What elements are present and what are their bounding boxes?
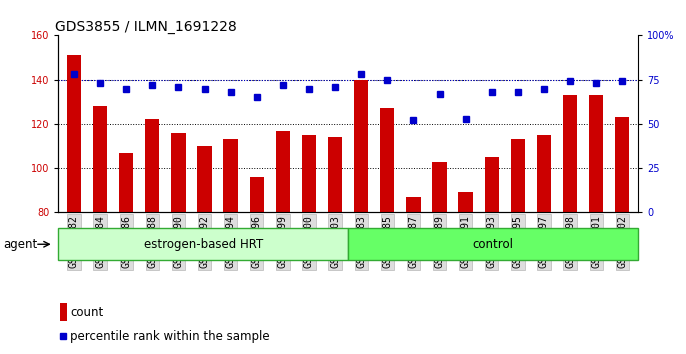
- Text: GDS3855 / ILMN_1691228: GDS3855 / ILMN_1691228: [56, 21, 237, 34]
- Bar: [67, 55, 81, 212]
- Text: estrogen-based HRT: estrogen-based HRT: [143, 238, 263, 251]
- Bar: [224, 139, 238, 212]
- Bar: [563, 95, 578, 212]
- Bar: [589, 95, 604, 212]
- Bar: [302, 135, 316, 212]
- Bar: [510, 139, 525, 212]
- Bar: [60, 303, 67, 321]
- FancyBboxPatch shape: [348, 228, 638, 260]
- Bar: [328, 137, 342, 212]
- Bar: [380, 108, 394, 212]
- Bar: [172, 133, 186, 212]
- Bar: [537, 135, 551, 212]
- FancyBboxPatch shape: [58, 228, 348, 260]
- Bar: [354, 80, 368, 212]
- Text: percentile rank within the sample: percentile rank within the sample: [71, 330, 270, 343]
- Bar: [484, 157, 499, 212]
- Text: agent: agent: [3, 238, 37, 251]
- Bar: [198, 146, 212, 212]
- Text: count: count: [71, 306, 104, 319]
- Text: control: control: [473, 238, 514, 251]
- Bar: [432, 161, 447, 212]
- Bar: [406, 197, 421, 212]
- Bar: [250, 177, 264, 212]
- Bar: [93, 106, 107, 212]
- Bar: [119, 153, 133, 212]
- Bar: [458, 193, 473, 212]
- Bar: [145, 120, 159, 212]
- Bar: [615, 117, 630, 212]
- Bar: [276, 131, 290, 212]
